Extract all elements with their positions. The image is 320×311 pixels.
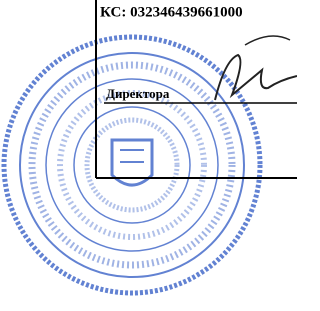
document-scan: КС: 032346439661000 Директора	[0, 0, 297, 311]
signer-label: Директора	[106, 86, 170, 101]
certificate-number: КС: 032346439661000	[100, 4, 243, 20]
page: КС: 032346439661000 Директора (() => { c…	[0, 0, 297, 311]
